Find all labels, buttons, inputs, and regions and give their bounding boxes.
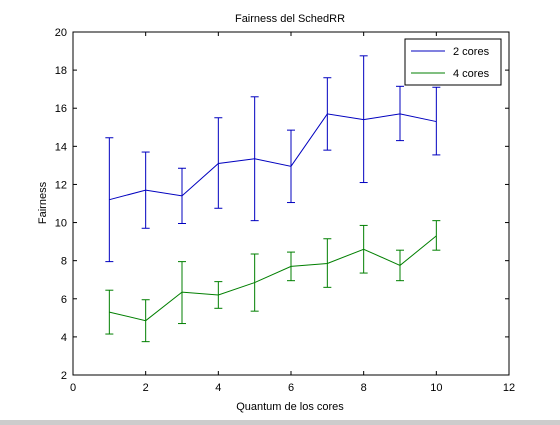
x-tick-label: 6 bbox=[288, 382, 294, 394]
error-bar-4-cores bbox=[432, 220, 441, 251]
error-bar-2-cores bbox=[214, 117, 223, 209]
error-bar-2-cores bbox=[432, 86, 441, 156]
y-axis-label: Fairness bbox=[37, 181, 49, 224]
error-bar-2-cores bbox=[141, 151, 150, 229]
error-bar-2-cores bbox=[250, 96, 259, 222]
error-bar-4-cores bbox=[178, 261, 186, 325]
error-bar-2-cores bbox=[396, 85, 404, 142]
y-tick-label: 4 bbox=[61, 332, 67, 344]
error-bar-2-cores bbox=[287, 129, 295, 204]
error-bar-4-cores bbox=[323, 238, 332, 288]
error-bar-2-cores bbox=[359, 55, 368, 184]
error-bar-4-cores bbox=[359, 224, 368, 274]
y-tick-label: 18 bbox=[55, 65, 67, 77]
y-tick-label: 6 bbox=[61, 294, 67, 306]
error-bar-4-cores bbox=[250, 253, 259, 312]
series-layer bbox=[105, 55, 441, 343]
legend: 2 cores 4 cores bbox=[404, 38, 502, 86]
error-bar-2-cores bbox=[105, 137, 114, 263]
legend-box bbox=[404, 38, 502, 86]
y-tick-label: 8 bbox=[61, 256, 67, 268]
x-tick-label: 4 bbox=[215, 382, 221, 394]
x-axis-label: Quantum de los cores bbox=[236, 401, 344, 413]
error-bar-4-cores bbox=[396, 249, 404, 282]
x-tick-label: 10 bbox=[430, 382, 442, 394]
y-tick-label: 10 bbox=[55, 218, 67, 230]
error-bar-4-cores bbox=[141, 299, 150, 343]
error-bar-2-cores bbox=[178, 167, 186, 225]
chart-title: Fairness del SchedRR bbox=[235, 13, 345, 25]
x-tick-label: 12 bbox=[503, 382, 515, 394]
y-tick-label: 14 bbox=[55, 141, 67, 153]
y-tick-label: 20 bbox=[55, 27, 67, 39]
legend-label-4-cores: 4 cores bbox=[453, 68, 490, 80]
y-tick-label: 12 bbox=[55, 179, 67, 191]
error-bar-4-cores bbox=[214, 281, 223, 309]
x-tick-label: 2 bbox=[143, 382, 149, 394]
error-bar-4-cores bbox=[105, 289, 114, 335]
series-line-4-cores bbox=[109, 235, 437, 322]
x-tick-label: 8 bbox=[361, 382, 367, 394]
error-bar-4-cores bbox=[287, 251, 295, 282]
y-tick-label: 16 bbox=[55, 103, 67, 115]
error-bar-2-cores bbox=[323, 77, 332, 151]
legend-label-2-cores: 2 cores bbox=[453, 46, 490, 58]
x-tick-label: 0 bbox=[70, 382, 76, 394]
series-line-2-cores bbox=[109, 113, 437, 201]
y-tick-label: 2 bbox=[61, 370, 67, 382]
